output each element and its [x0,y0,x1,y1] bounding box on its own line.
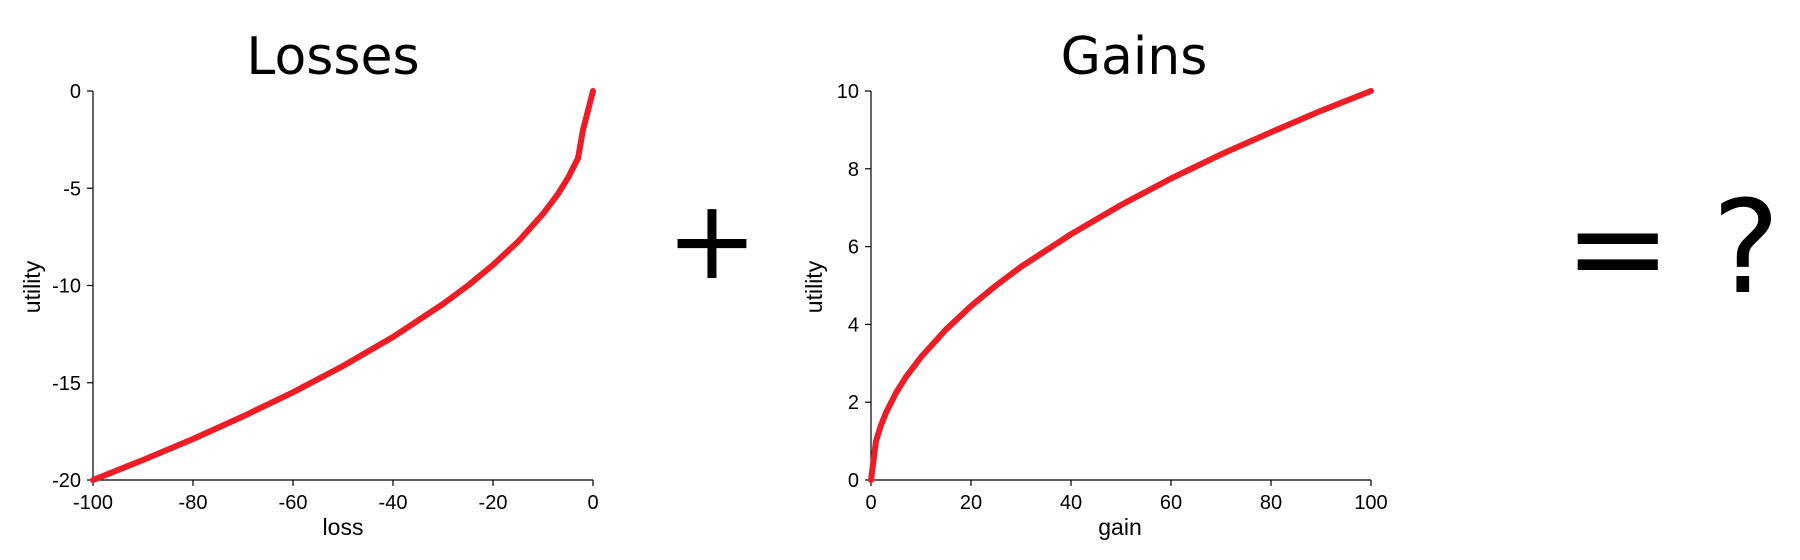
losses-x-tick-label: -100 [73,492,113,514]
losses-chart: Losses loss utility 0-5-10-15-20-100 -80-… [19,27,599,540]
gains-y-tick-label: 0 [848,470,859,492]
losses-utility-curve [90,88,596,483]
gains-x-tick-label: 20 [960,492,982,514]
losses-y-tick-label: -5 [63,178,81,200]
losses-x-tick-label: -20 [479,492,508,514]
gains-x-tick-label: 60 [1160,492,1182,514]
gains-y-tick-label: 10 [837,81,859,103]
gains-y-tick-label: 6 [848,237,859,259]
losses-y-axis-label: utility [19,260,45,313]
gains-chart-title: Gains [1061,27,1208,87]
losses-x-tick-label: 0 [587,492,598,514]
losses-x-axis-label: loss [323,514,364,540]
gains-x-tick-label: 100 [1354,492,1387,514]
losses-x-tick-label: -60 [279,492,308,514]
losses-chart-title: Losses [246,27,419,87]
gains-y-tick-label: 2 [848,392,859,414]
plus-symbol: + [666,176,758,304]
gains-y-tick-label: 8 [848,159,859,181]
losses-x-tick-label: -80 [179,492,208,514]
equals-question-symbol: = ? [1564,174,1780,323]
gains-utility-curve [868,88,1374,483]
gains-x-tick-label: 40 [1060,492,1082,514]
losses-y-tick-label: -10 [52,276,81,298]
gains-y-tick-label: 4 [848,314,859,336]
losses-x-tick-label: -40 [379,492,408,514]
gains-x-tick-label: 0 [865,492,876,514]
gains-x-axis-label: gain [1098,514,1141,540]
gains-x-tick-label: 80 [1260,492,1282,514]
losses-y-tick-label: -20 [52,470,81,492]
gains-y-axis-label: utility [801,260,827,313]
losses-y-tick-label: 0 [70,81,81,103]
losses-y-tick-label: -15 [52,373,81,395]
